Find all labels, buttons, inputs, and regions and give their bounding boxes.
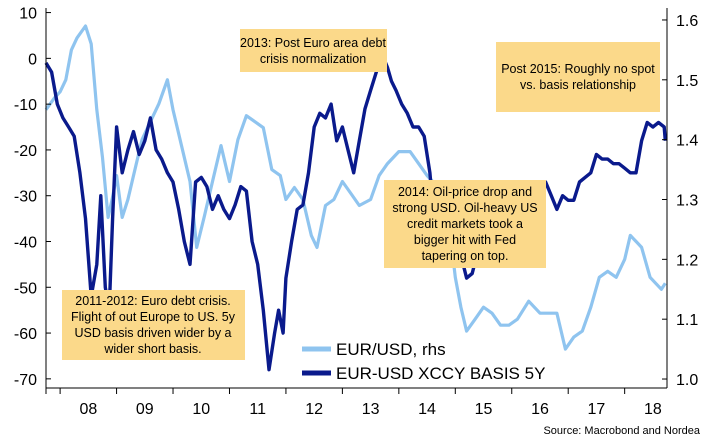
left-axis-ticks: 10 0 -10 -20 -30 -40 -50 -60 -70 — [14, 6, 51, 389]
annotation-2011-line-3: USD basis driven wider by a — [74, 326, 231, 340]
annotation-2011-line-1: 2011-2012: Euro debt crisis. — [75, 294, 230, 308]
x-tick-label: 16 — [531, 401, 549, 418]
annotation-2013-line-2: crisis normalization — [260, 52, 366, 66]
legend-label-basis: EUR-USD XCCY BASIS 5Y — [336, 364, 545, 383]
annotation-2014-line-2: strong USD. Oil-heavy US — [392, 201, 537, 215]
annotation-post-2015-line-2: vs. basis relationship — [520, 78, 636, 92]
right-tick-label: 1.2 — [676, 252, 698, 269]
right-tick-label: 1.5 — [676, 73, 698, 90]
right-tick-label: 1.3 — [676, 192, 698, 209]
left-tick-label: -30 — [14, 189, 37, 206]
annotation-2014-line-4: bigger hit with Fed — [414, 233, 516, 247]
annotation-2011-line-2: Flight of out Europe to US. 5y — [71, 310, 236, 324]
source-note: Source: Macrobond and Nordea — [543, 425, 700, 437]
x-tick-label: 11 — [249, 401, 266, 418]
left-tick-label: 0 — [28, 51, 37, 68]
annotation-2014-line-1: 2014: Oil-price drop and — [398, 185, 532, 199]
x-tick-label: 17 — [588, 401, 606, 418]
right-tick-label: 1.1 — [676, 312, 698, 329]
annotation-2011-2012: 2011-2012: Euro debt crisis. Flight of o… — [62, 290, 245, 360]
annotation-post-2015: Post 2015: Roughly no spot vs. basis rel… — [496, 42, 660, 112]
right-tick-label: 1.0 — [676, 372, 698, 389]
annotation-2014: 2014: Oil-price drop and strong USD. Oil… — [384, 180, 546, 268]
series-line-xccy-basis — [44, 52, 667, 372]
x-tick-label: 08 — [79, 401, 97, 418]
x-tick-label: 14 — [418, 401, 436, 418]
series-line-eurusd — [44, 24, 667, 351]
x-tick-label: 18 — [644, 401, 662, 418]
left-tick-label: -60 — [14, 326, 37, 343]
left-tick-label: -70 — [14, 372, 37, 389]
x-axis-ticks: 08 09 10 11 12 13 14 15 16 17 18 — [45, 388, 662, 418]
legend: EUR/USD, rhs EUR-USD XCCY BASIS 5Y — [296, 334, 545, 384]
left-tick-label: -20 — [14, 143, 37, 160]
left-tick-label: 10 — [19, 6, 37, 23]
x-tick-label: 12 — [305, 401, 323, 418]
annotation-2013-line-1: 2013: Post Euro area debt — [240, 36, 386, 50]
series-lines — [44, 24, 667, 372]
annotation-2014-line-3: credit markets took a — [407, 217, 523, 231]
legend-label-eurusd: EUR/USD, rhs — [336, 340, 446, 359]
x-tick-label: 10 — [192, 401, 210, 418]
annotation-post-2015-line-1: Post 2015: Roughly no spot — [501, 62, 655, 76]
x-tick-label: 09 — [136, 401, 154, 418]
left-tick-label: -50 — [14, 280, 37, 297]
right-tick-label: 1.6 — [676, 13, 698, 30]
left-tick-label: -10 — [14, 97, 37, 114]
x-tick-label: 13 — [362, 401, 380, 418]
x-tick-label: 15 — [475, 401, 493, 418]
annotation-2014-line-5: tapering on top. — [422, 249, 509, 263]
left-tick-label: -40 — [14, 234, 37, 251]
right-axis-ticks: 1.6 1.5 1.4 1.3 1.2 1.1 1.0 — [662, 13, 698, 389]
annotation-2013: 2013: Post Euro area debt crisis normali… — [240, 29, 387, 72]
annotation-2011-line-4: wider short basis. — [103, 342, 201, 356]
right-tick-label: 1.4 — [676, 133, 698, 150]
